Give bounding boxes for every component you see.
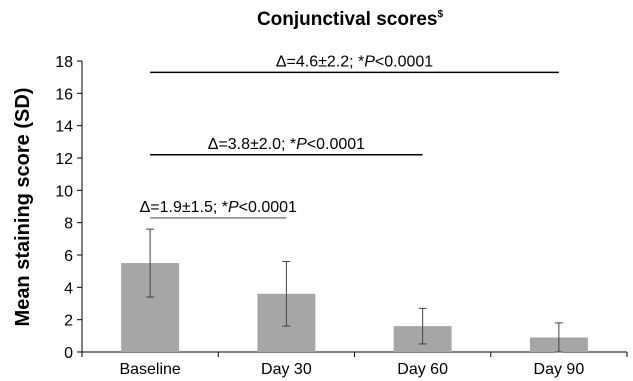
- significance-label-delta: Δ=4.6±2.2; *: [276, 53, 364, 70]
- y-tick-label: 4: [64, 280, 73, 297]
- x-tick-label: Day 60: [397, 361, 448, 378]
- x-tick-label: Day 90: [534, 361, 585, 378]
- y-tick-label: 2: [64, 313, 73, 330]
- y-tick-label: 6: [64, 248, 73, 265]
- chart-title-text: Conjunctival scores: [257, 9, 438, 30]
- y-axis-label: Mean staining score (SD): [12, 88, 34, 327]
- significance-label-p-value: <0.0001: [375, 53, 433, 70]
- y-tick-label: 12: [55, 151, 73, 168]
- chart-title: Conjunctival scores$: [257, 9, 444, 30]
- significance-label-p-value: <0.0001: [239, 199, 297, 216]
- y-tick-label: 14: [55, 119, 73, 136]
- y-tick-label: 16: [55, 86, 73, 103]
- x-tick-label: Day 30: [261, 361, 312, 378]
- y-tick-label: 8: [64, 216, 73, 233]
- x-tick-label: Baseline: [119, 361, 180, 378]
- y-tick-label: 0: [64, 345, 73, 362]
- chart-title-superscript: $: [438, 9, 444, 20]
- y-tick-label: 18: [55, 54, 73, 71]
- significance-label: Δ=1.9±1.5; *P<0.0001: [140, 199, 297, 216]
- significance-label-p-symbol: P: [364, 53, 375, 70]
- significance-label: Δ=4.6±2.2; *P<0.0001: [276, 53, 433, 70]
- y-tick-label: 10: [55, 183, 73, 200]
- significance-label-delta: Δ=1.9±1.5; *: [140, 199, 228, 216]
- significance-label-p-value: <0.0001: [307, 136, 365, 153]
- plot-area: 0 2 4 6 8 10 12 14 16 18 Baseline Day 30 Day 60 Day 9…: [55, 53, 628, 378]
- significance-label-p-symbol: P: [296, 136, 307, 153]
- significance-label-p-symbol: P: [228, 199, 239, 216]
- significance-label-delta: Δ=3.8±2.0; *: [208, 136, 296, 153]
- significance-label: Δ=3.8±2.0; *P<0.0001: [208, 136, 365, 153]
